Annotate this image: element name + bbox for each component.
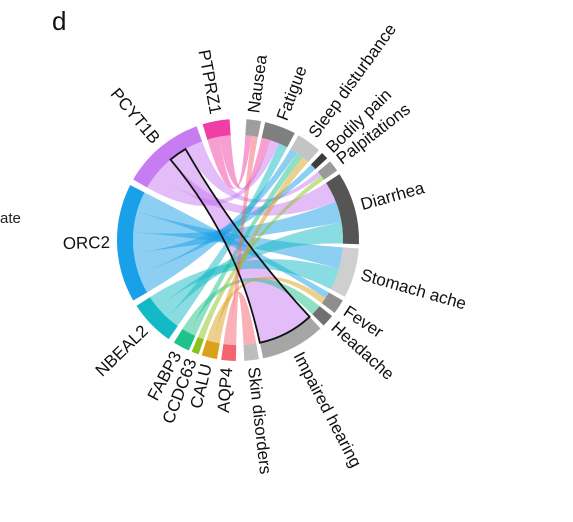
ribbon-orc2-diarrhea: [133, 201, 342, 254]
ribbon-nbeal2-fatigue: [167, 143, 288, 327]
ribbon-ptprz1-fatigue: [218, 135, 271, 190]
sector-arc-orc2: [117, 185, 148, 301]
sector-label-impaired-hearing: Impaired hearing: [290, 349, 366, 471]
highlighted-ribbon-outline: [169, 147, 311, 344]
ribbon-calu-sleep-disturbance: [213, 157, 309, 344]
ribbon-fabp3-sleep-disturbance: [188, 152, 303, 336]
sector-arc-palpitations: [317, 161, 338, 180]
ribbon-pcyt1b-palpitations: [185, 141, 322, 203]
sector-arc-fatigue: [261, 122, 295, 148]
sector-arc-sleep-disturbance: [290, 135, 319, 162]
sector-label-aqp4: AQP4: [214, 367, 237, 414]
ribbon-fabp3-headache: [182, 277, 320, 333]
sector-arc-fever: [321, 292, 343, 313]
sector-arc-calu: [201, 340, 220, 360]
ribbon-nbeal2-diarrhea: [157, 222, 343, 318]
sector-arc-impaired-hearing: [259, 316, 321, 359]
ribbon-nbeal2-stomach-ache: [149, 259, 339, 308]
sector-arc-aqp4: [221, 343, 237, 361]
sector-arc-stomach-ache: [330, 247, 359, 297]
sector-arc-headache: [312, 306, 333, 326]
sector-label-nbeal2: NBEAL2: [92, 321, 152, 380]
sector-label-fatigue: Fatigue: [273, 63, 311, 123]
sector-arc-ptprz1: [202, 119, 231, 140]
truncated-sector-label: ate: [0, 210, 21, 227]
sector-arc-skin-disorders: [243, 343, 260, 361]
chord-ribbons: [133, 135, 343, 345]
sector-arc-ccdc63: [191, 337, 204, 355]
sector-label-diarrhea: Diarrhea: [359, 178, 427, 214]
sector-label-ptprz1: PTPRZ1: [194, 48, 225, 116]
sector-arc-bodily-pain: [310, 152, 328, 170]
sector-label-pcyt1b: PCYT1B: [107, 85, 164, 148]
ribbon-ptprz1-nausea: [207, 135, 252, 189]
sector-label-skin-disorders: Skin disorders: [244, 366, 275, 475]
panel-letter: d: [52, 6, 67, 36]
sector-arc-fabp3: [173, 329, 196, 351]
sector-arc-nbeal2: [136, 297, 178, 340]
sector-label-nausea: Nausea: [244, 53, 271, 114]
sector-arc-nausea: [245, 119, 262, 137]
chord-sector-arcs: [117, 119, 360, 361]
ribbon-orc2-fever: [136, 192, 329, 298]
sector-label-stomach-ache: Stomach ache: [359, 265, 469, 313]
ribbon-aqp4-skin-disorders: [223, 291, 257, 345]
sector-arc-pcyt1b: [133, 126, 203, 188]
sector-arc-diarrhea: [326, 174, 360, 245]
ribbon-orc2-sleep-disturbance: [138, 149, 297, 293]
sector-label-orc2: ORC2: [63, 233, 111, 253]
